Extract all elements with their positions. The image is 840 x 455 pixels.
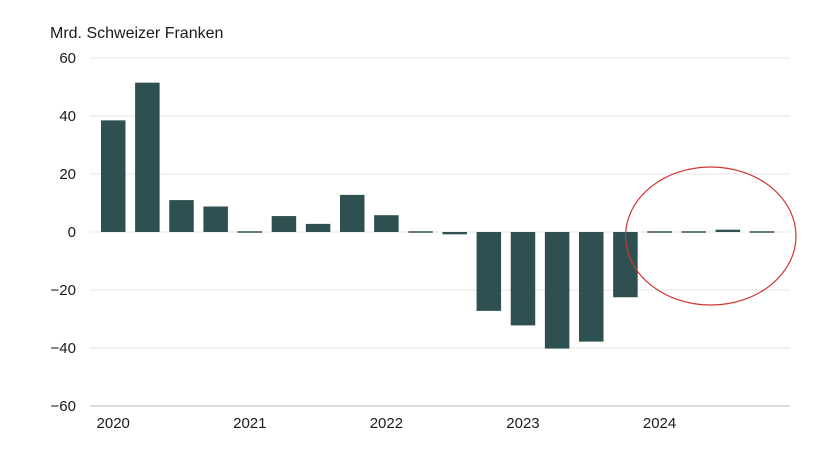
bar-2024q2 (681, 231, 706, 233)
bar-2022q2 (408, 231, 433, 233)
bar-2024q1 (647, 231, 672, 233)
highlight-circle (624, 166, 797, 306)
bar-2023q1 (510, 232, 536, 326)
bar-2020q3 (169, 200, 194, 232)
bar-2022q3 (442, 232, 467, 235)
x-tick-label: 2022 (370, 415, 403, 432)
bar-2023q3 (579, 232, 604, 342)
bar-2021q2 (271, 216, 297, 232)
bar-2024q3 (715, 229, 741, 232)
bar-2021q4 (339, 194, 365, 232)
x-tick-label: 2020 (97, 415, 130, 432)
x-tick-label: 2021 (233, 415, 266, 432)
y-tick-label: 20 (59, 166, 76, 183)
y-tick-label: 40 (59, 108, 76, 125)
y-tick-labels: 60 40 20 0 −20 −40 −60 (51, 50, 76, 415)
bar-2020q1 (100, 120, 126, 232)
bar-2020q4 (203, 206, 228, 232)
bar-2021q1 (237, 231, 263, 233)
bar-2023q2 (544, 232, 570, 349)
bar-2024q4 (749, 231, 775, 233)
x-tick-label: 2024 (643, 415, 676, 432)
bar-2022q1 (374, 215, 399, 232)
y-tick-label: 0 (68, 224, 76, 241)
y-axis-unit-label: Mrd. Schweizer Franken (50, 25, 223, 42)
bars (100, 82, 775, 349)
bar-2021q3 (305, 223, 331, 232)
y-tick-label: 60 (59, 50, 76, 67)
y-tick-label: −40 (51, 340, 76, 357)
x-tick-label: 2023 (506, 415, 539, 432)
y-tick-label: −60 (51, 398, 76, 415)
bar-2022q4 (476, 232, 502, 311)
y-tick-label: −20 (51, 282, 76, 299)
x-tick-labels: 2020 2021 2022 2023 2024 (97, 415, 677, 432)
highlight-annotation (624, 166, 797, 306)
bar-2020q2 (135, 82, 160, 233)
